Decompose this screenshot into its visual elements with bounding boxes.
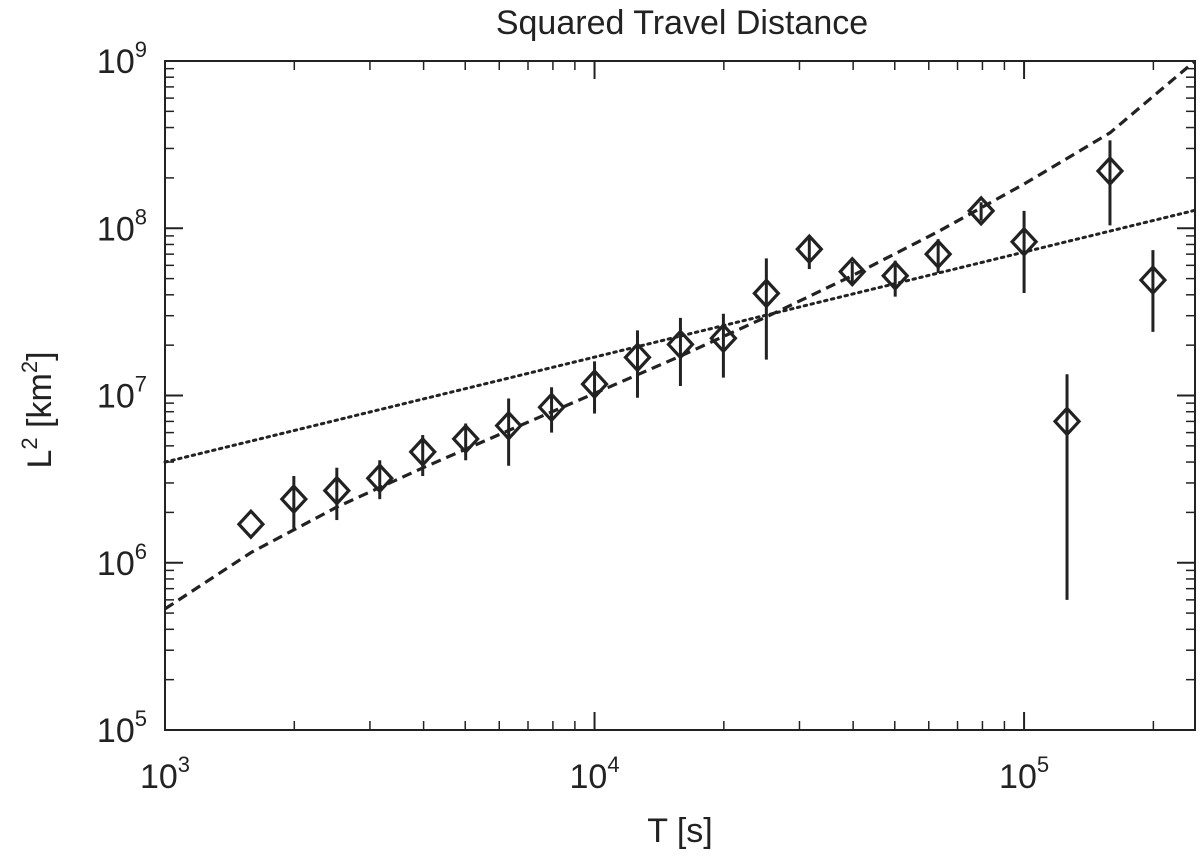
data-point-diamond xyxy=(623,342,652,373)
x-tick-label-exponent: 5 xyxy=(1037,752,1049,777)
chart-title: Squared Travel Distance xyxy=(496,4,868,42)
data-point-diamond xyxy=(666,329,695,360)
y-tick-label: 109 xyxy=(97,37,147,81)
x-tick-label-base: 10 xyxy=(140,758,178,796)
data-point-diamond xyxy=(881,260,910,292)
y-tick-label-base: 10 xyxy=(97,712,135,750)
x-tick-labels: 103 104 105 xyxy=(140,752,1049,796)
x-major-ticks xyxy=(164,61,1026,730)
x-tick-label-base: 10 xyxy=(999,758,1037,796)
data-point-diamond xyxy=(1009,226,1039,258)
data-point-diamond xyxy=(795,233,824,265)
data-point-diamond xyxy=(1052,406,1082,437)
y-tick-label: 105 xyxy=(97,706,147,750)
data-point-diamond xyxy=(966,195,996,227)
y-axis-title-middle: [km xyxy=(21,373,59,437)
y-axis-title-suffix: ] xyxy=(21,351,59,360)
x-tick-label: 105 xyxy=(999,752,1049,796)
y-major-ticks xyxy=(165,60,1195,731)
data-point-diamond xyxy=(408,436,437,468)
data-point-diamond xyxy=(838,256,867,288)
y-axis-title-prefix-sup: 2 xyxy=(17,437,42,449)
y-tick-label-base: 10 xyxy=(97,210,135,248)
x-tick-label-exponent: 3 xyxy=(178,752,190,777)
x-tick-label: 103 xyxy=(140,752,190,796)
x-axis-title: T [s] xyxy=(647,812,713,850)
x-tick-label-base: 10 xyxy=(569,758,607,796)
data-point-diamond xyxy=(709,322,738,354)
y-tick-label-base: 10 xyxy=(97,545,135,583)
data-point-diamond xyxy=(451,423,480,455)
y-tick-label-exponent: 6 xyxy=(135,539,147,564)
y-tick-label-exponent: 8 xyxy=(135,204,147,229)
y-tick-label-base: 10 xyxy=(97,378,135,416)
data-point-diamond xyxy=(494,410,523,442)
data-point-diamond xyxy=(580,368,609,400)
y-tick-label: 107 xyxy=(97,372,147,416)
data-point-diamond xyxy=(236,508,266,540)
y-tick-label-exponent: 9 xyxy=(135,37,147,62)
data-point-diamond xyxy=(322,475,352,506)
data-point-diamond xyxy=(537,391,566,423)
data-point-diamond xyxy=(752,278,781,309)
data-point-diamond xyxy=(279,483,309,515)
data-point-diamond xyxy=(1138,264,1168,296)
x-tick-label: 104 xyxy=(569,752,619,796)
y-tick-label-exponent: 5 xyxy=(135,706,147,731)
y-axis-title-middle-sup: 2 xyxy=(17,361,42,373)
data-point-diamond xyxy=(365,462,394,494)
y-axis-title: L2 [km2] xyxy=(17,351,59,468)
x-tick-label-exponent: 4 xyxy=(607,752,619,777)
data-point-diamond xyxy=(1095,155,1125,187)
y-tick-label: 108 xyxy=(97,204,147,248)
y-tick-label-exponent: 7 xyxy=(135,372,147,397)
y-minor-ticks xyxy=(165,67,1195,681)
y-axis-title-prefix: L xyxy=(21,450,59,469)
x-minor-ticks xyxy=(293,61,1155,730)
data-markers xyxy=(236,155,1168,540)
y-tick-label: 106 xyxy=(97,539,147,583)
y-tick-label-base: 10 xyxy=(97,43,135,81)
data-point-diamond xyxy=(923,238,953,270)
